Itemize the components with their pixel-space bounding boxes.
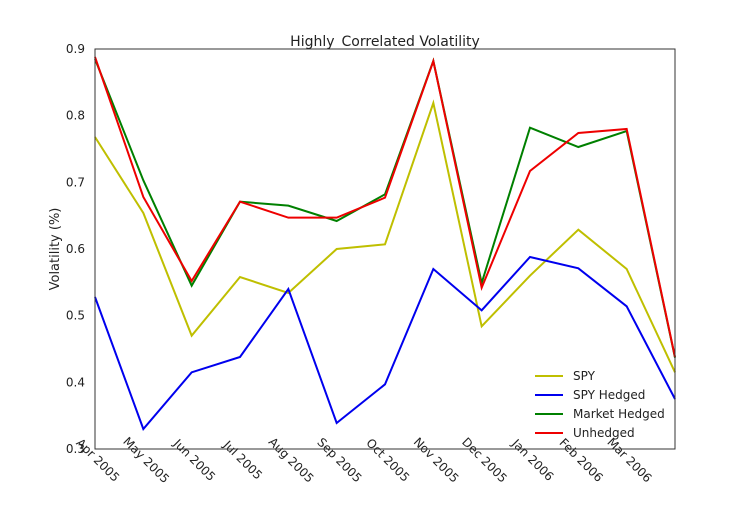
y-tick-label: 0.5 bbox=[66, 309, 85, 323]
line bbox=[94, 99, 676, 373]
y-axis-label: Volatility (%) bbox=[48, 208, 63, 291]
plot-frame bbox=[94, 48, 676, 450]
line bbox=[94, 255, 676, 431]
legend-label: Unhedged bbox=[573, 426, 635, 440]
x-tick-label: Apr 2005 bbox=[73, 436, 122, 485]
x-tick-label: Dec 2005 bbox=[459, 435, 510, 486]
x-tick-label: Jun 2005 bbox=[170, 436, 218, 484]
x-tick-label: Jan 2006 bbox=[508, 436, 556, 484]
legend-label: Market Hedged bbox=[573, 407, 665, 421]
x-tick-label: Oct 2005 bbox=[363, 436, 412, 485]
chart-title: Highly_Correlated Volatility bbox=[290, 34, 480, 50]
x-tick-label: Nov 2005 bbox=[411, 435, 462, 486]
x-tick-label: Mar 2006 bbox=[604, 435, 654, 485]
x-tick-label: Feb 2006 bbox=[557, 436, 606, 485]
y-tick-label: 0.8 bbox=[66, 109, 85, 123]
x-tick-label: May 2005 bbox=[120, 434, 172, 486]
y-tick-label: 0.9 bbox=[66, 42, 85, 56]
y-tick-label: 0.4 bbox=[66, 375, 85, 389]
y-tick-label: 0.7 bbox=[66, 175, 85, 189]
line bbox=[94, 57, 676, 358]
legend-label: SPY Hedged bbox=[573, 388, 645, 402]
y-tick-label: 0.6 bbox=[66, 242, 85, 256]
x-tick-label: Aug 2005 bbox=[266, 435, 317, 486]
line bbox=[94, 56, 676, 358]
legend-label: SPY bbox=[573, 369, 596, 383]
x-tick-label: Jul 2005 bbox=[220, 437, 265, 482]
x-tick-label: Sep 2005 bbox=[314, 435, 364, 485]
y-tick-label: 0.3 bbox=[66, 442, 85, 456]
